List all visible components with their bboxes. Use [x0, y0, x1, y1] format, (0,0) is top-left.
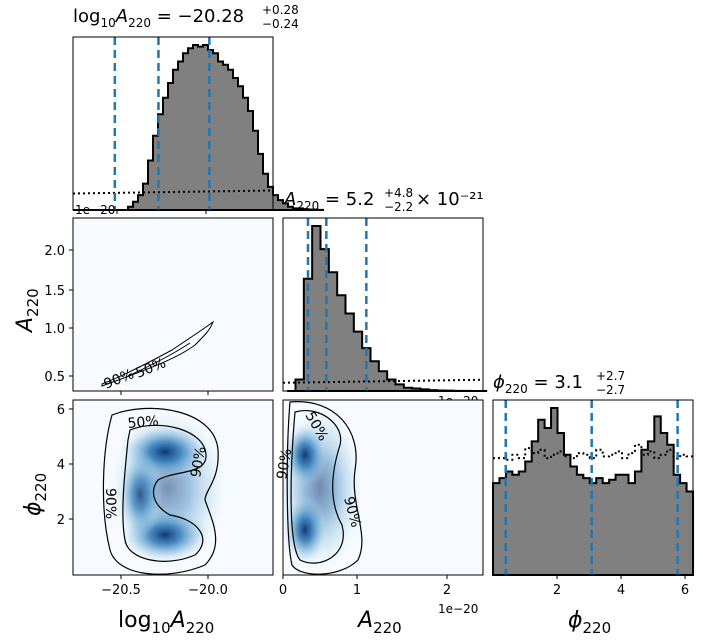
title-phi220-minus: −2.7	[596, 383, 625, 397]
axis-ticks	[69, 210, 686, 579]
title-log10A220-median: −20.28	[178, 6, 245, 27]
ytick-phi220-2: 6	[57, 403, 65, 418]
panel-hist-log10A220: 1e−20	[72, 36, 324, 217]
axis-labels: log10A220 A220 ϕ220 A220 ϕ220	[13, 288, 611, 637]
xtick-phi220-1: 4	[617, 583, 625, 598]
title-log10A220: log10A220 = −20.28 +0.28 −0.24	[73, 3, 299, 31]
A220-prior-line	[282, 378, 484, 384]
offset-text-hist1: 1e−20	[75, 203, 115, 217]
title-log10A220-minus: −0.24	[262, 17, 299, 31]
ytick-A220-0: 0.5	[44, 370, 65, 385]
title-A220: A220 = 5.2 +4.8 −2.2 × 10⁻²¹	[283, 186, 484, 214]
contour-label-90-bm-left: 90%	[274, 447, 295, 480]
ytick-phi220-1: 4	[57, 458, 65, 473]
ylabel-A220: A220	[13, 288, 42, 334]
contour-90-mid	[286, 401, 363, 575]
svg-text:log10A220 = −20.28: log10A220 = −20.28	[73, 6, 244, 30]
ytick-A220-3: 2.0	[44, 244, 65, 259]
ytick-A220-1: 1.0	[44, 322, 65, 337]
offset-text-xA220: 1e−20	[438, 602, 478, 616]
contour-label-90-bm: 90%	[340, 495, 364, 529]
contour-90-left	[102, 407, 219, 575]
xtick-A220-0: 0	[279, 583, 287, 598]
tick-labels: 0.5 1.0 1.5 2.0 2 4 6 −20.5 −20.0 0 1 2 …	[44, 244, 689, 616]
xlabel-A220: A220	[356, 608, 402, 637]
xtick-A220-1: 1	[353, 583, 361, 598]
xtick-log10A220-1: −20.0	[188, 583, 228, 598]
title-log10A220-plus: +0.28	[262, 3, 299, 17]
title-A220-median: 5.2	[346, 189, 375, 210]
contour-label-90-bl-left: 90%	[102, 488, 118, 519]
contour-50-band	[127, 342, 191, 377]
xtick-log10A220-0: −20.5	[101, 583, 141, 598]
panel-2d-A220-phi220: 50% 90% 90%	[274, 399, 484, 576]
ytick-A220-2: 1.5	[44, 284, 65, 299]
phi220-histogram-bars	[492, 407, 695, 576]
xlabel-phi220: ϕ220	[568, 608, 611, 637]
panel-hist-A220: 1e−20	[282, 217, 488, 408]
xlabel-log10A220: log10A220	[118, 608, 214, 637]
panel-2d-log10A220-A220: 90% 50%	[72, 217, 274, 393]
contour-50-left	[122, 424, 207, 562]
log10A220-prior-line	[72, 189, 274, 195]
title-phi220: ϕ220 = 3.1 +2.7 −2.7	[493, 369, 625, 397]
contour-50-mid	[290, 410, 344, 564]
panel-2d-log10A220-phi220: 50% 90% 90%	[72, 399, 274, 576]
log10A220-histogram-bars	[73, 44, 324, 211]
xtick-phi220-2: 6	[681, 583, 689, 598]
xtick-A220-2: 2	[443, 583, 451, 598]
title-phi220-plus: +2.7	[596, 369, 625, 383]
title-phi220-median: 3.1	[554, 372, 583, 393]
contour-90-band	[101, 320, 215, 387]
ytick-phi220-0: 2	[57, 513, 65, 528]
title-A220-minus: −2.2	[384, 200, 413, 214]
xtick-phi220-0: 2	[553, 583, 561, 598]
contour-label-50-bl: 50%	[127, 413, 159, 432]
panel-hist-phi220	[492, 399, 695, 576]
title-A220-plus: +4.8	[384, 186, 413, 200]
title-A220-scale: × 10⁻²¹	[416, 189, 484, 210]
contour-label-90-bl-right: 90%	[188, 445, 209, 478]
svg-text:ϕ220 = 3.1: ϕ220 = 3.1	[493, 372, 583, 396]
ylabel-phi220: ϕ220	[21, 473, 50, 516]
